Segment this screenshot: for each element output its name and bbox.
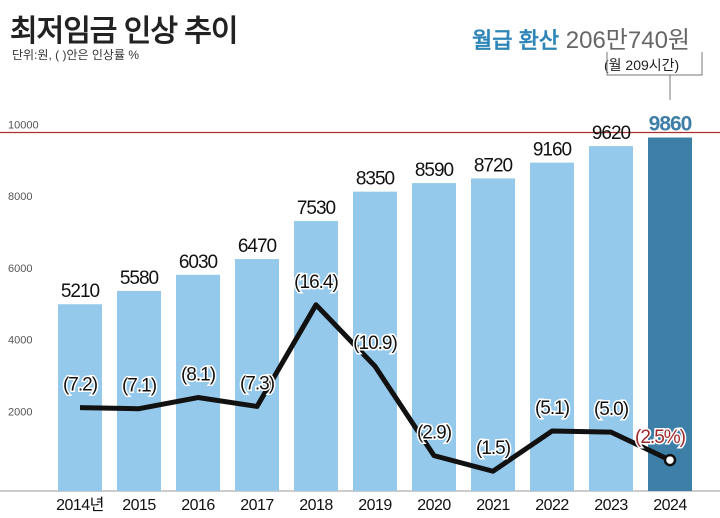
- growth-rate-label: (7.1): [122, 376, 157, 397]
- growth-rate-label: (2.5%): [635, 427, 686, 448]
- growth-rate-line: [79, 302, 672, 474]
- bar: [412, 183, 456, 491]
- bar: [58, 304, 102, 491]
- y-tick-label: 10000: [8, 120, 39, 132]
- x-tick-label: 2018: [299, 497, 333, 514]
- bar-value-label: 5580: [120, 268, 159, 289]
- bar-value-label: 8720: [474, 155, 513, 176]
- bar: [648, 137, 692, 492]
- bar-value-label: 8590: [415, 160, 454, 181]
- growth-rate-label: (5.0): [594, 399, 629, 420]
- bar: [471, 178, 515, 491]
- x-tick-label: 2015: [122, 497, 156, 514]
- y-tick-label: 6000: [8, 263, 32, 275]
- bar: [117, 290, 161, 491]
- bar-value-label: 6030: [179, 252, 218, 273]
- y-tick-label: 2000: [8, 406, 32, 418]
- x-tick-label: 2022: [535, 497, 569, 514]
- growth-rate-point: [663, 453, 677, 467]
- x-tick-label: 2024: [653, 497, 687, 514]
- bar: [176, 274, 220, 491]
- bar: [235, 259, 279, 491]
- page-title: 최저임금 인상 추이: [10, 15, 238, 48]
- y-tick-label: 8000: [8, 191, 32, 203]
- monthly-conversion: 월급 환산 206만740원: [472, 20, 690, 55]
- bar-value-label: 5210: [61, 281, 100, 302]
- monthly-label: 월급 환산: [472, 28, 560, 53]
- x-tick-label: 2021: [476, 497, 510, 514]
- x-tick-label: 2019: [358, 497, 392, 514]
- growth-rate-label: (5.1): [535, 398, 570, 419]
- growth-rate-label: (8.1): [181, 365, 216, 386]
- growth-rate-label: (7.3): [240, 373, 275, 394]
- callout-bracket: [606, 52, 703, 76]
- x-tick-label: 2023: [594, 497, 628, 514]
- x-tick-label: 2017: [240, 497, 274, 514]
- monthly-value: 206만740원: [565, 27, 690, 54]
- bar-value-label: 9860: [649, 113, 692, 136]
- growth-rate-label: (7.2): [63, 375, 98, 396]
- x-tick-label: 2014년: [56, 496, 104, 514]
- y-tick-label: 4000: [8, 335, 32, 347]
- bar: [294, 221, 338, 491]
- x-tick-label: 2020: [417, 497, 451, 514]
- growth-rate-label: (2.9): [417, 423, 452, 444]
- bar-value-label: 8350: [356, 169, 395, 190]
- bar: [353, 191, 397, 491]
- bar-value-label: 6470: [238, 236, 277, 257]
- growth-rate-label: (1.5): [476, 438, 511, 459]
- bar-value-label: 9160: [533, 140, 572, 161]
- bar-value-label: 7530: [297, 198, 336, 219]
- hours-note: (월 209시간): [604, 57, 680, 73]
- growth-rate-label: (10.9): [353, 333, 397, 354]
- bar: [530, 162, 574, 491]
- growth-rate-label: (16.4): [294, 272, 338, 293]
- x-tick-label: 2016: [181, 497, 215, 514]
- unit-note: 단위:원, ( )안은 인상률 %: [12, 48, 139, 62]
- bar-value-label: 9620: [592, 123, 631, 144]
